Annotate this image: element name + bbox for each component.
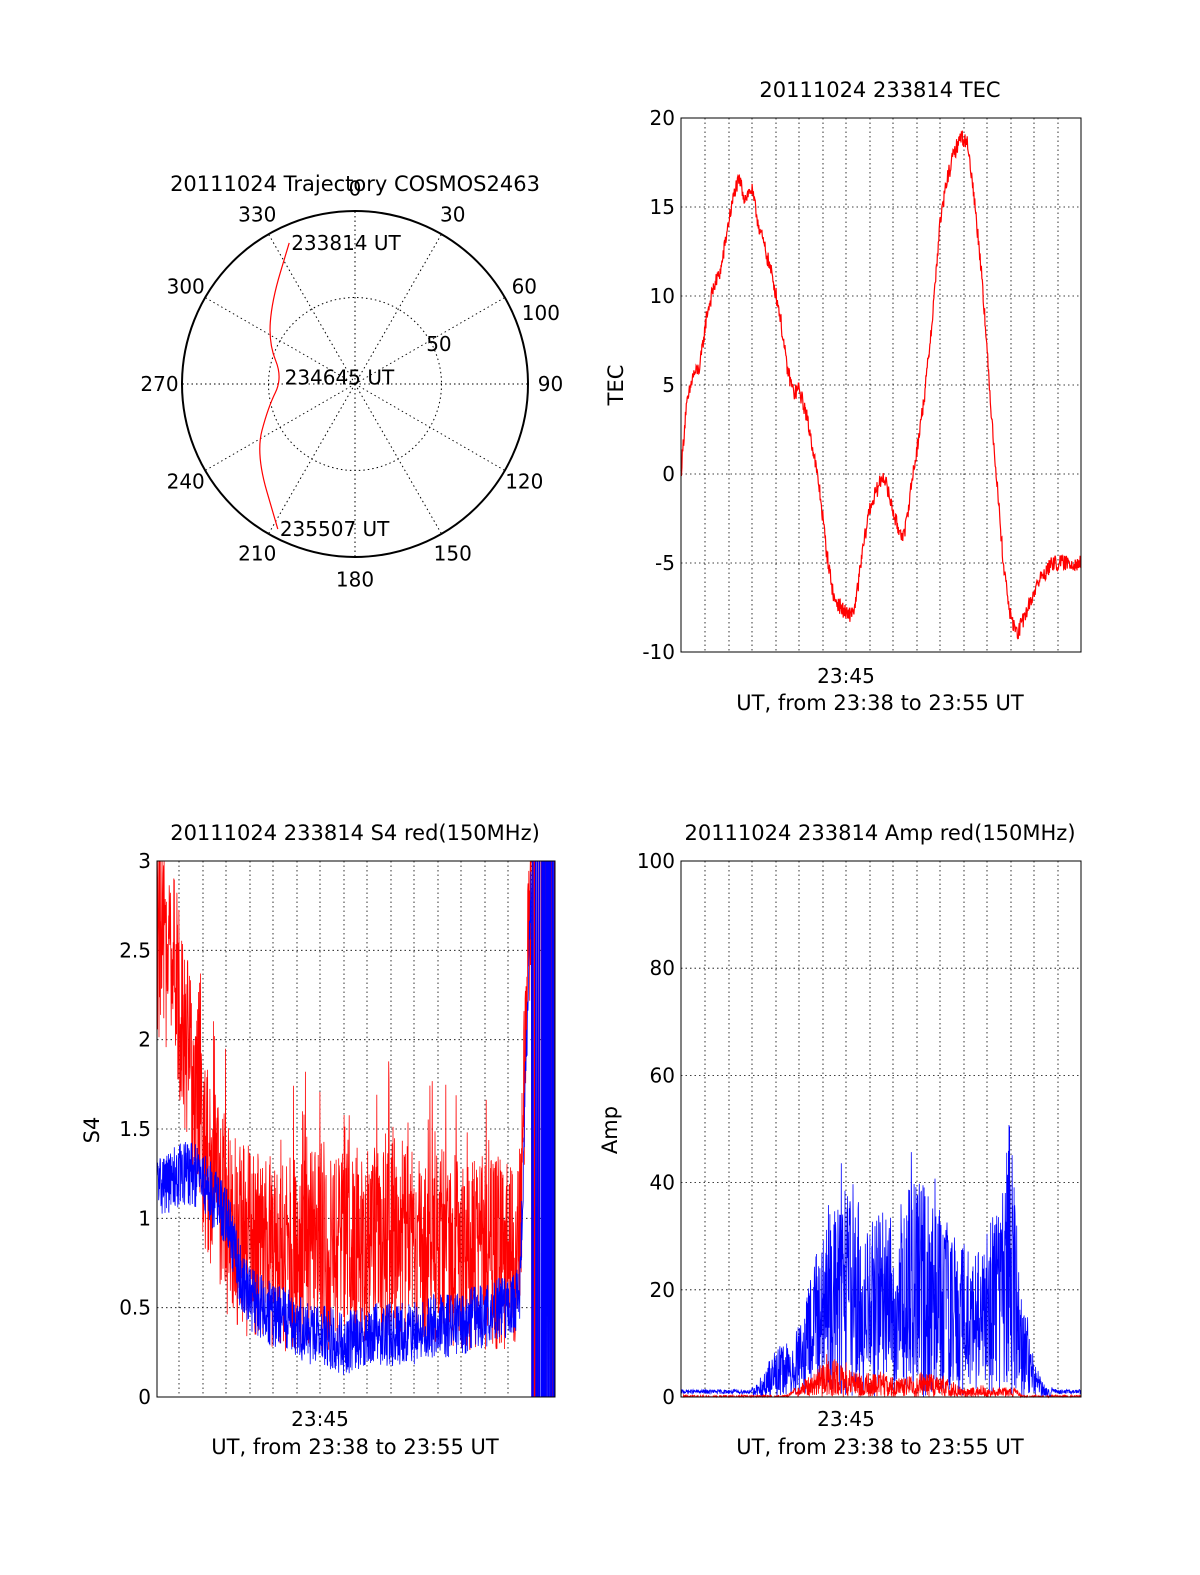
polar-outer-circle	[181, 210, 529, 558]
polar-grid-spoke	[268, 233, 356, 385]
tec-title: 20111024 233814 TEC	[759, 78, 1000, 102]
polar-angle-tick-label: 30	[440, 203, 465, 227]
polar-angle-tick-label: 90	[538, 372, 563, 396]
s4-panel: 20111024 233814 S4 red(150MHz) 0 0.5 1 1.5 2…	[80, 821, 556, 1459]
polar-radial-tick-label: 100	[522, 301, 560, 325]
y-tick-label: 0	[662, 462, 675, 486]
polar-grid-spoke	[354, 297, 506, 385]
s4-title: 20111024 233814 S4 red(150MHz)	[170, 821, 540, 845]
polar-angle-tick-label: 0	[349, 177, 362, 201]
polar-trajectory-line	[259, 242, 290, 530]
polar-angle-tick-label: 300	[167, 274, 205, 298]
polar-angle-tick-label: 150	[434, 541, 472, 565]
y-tick-label: 1	[138, 1206, 151, 1230]
s4-x-axis-label: UT, from 23:38 to 23:55 UT	[211, 1435, 499, 1459]
polar-grid-spoke	[354, 383, 442, 535]
series-line	[680, 130, 1082, 640]
y-tick-label: 60	[650, 1063, 675, 1087]
amp-panel: 20111024 233814 Amp red(150MHz) 0 20 40 60 8…	[598, 821, 1082, 1459]
y-tick-label: 3	[138, 849, 151, 873]
s4-y-axis-label: S4	[80, 1117, 104, 1144]
tec-plot-frame	[680, 117, 1082, 653]
polar-angle-tick-label: 210	[238, 541, 276, 565]
polar-grid-spoke	[354, 233, 442, 385]
y-tick-label: 40	[650, 1171, 675, 1195]
y-tick-label: 20	[650, 1278, 675, 1302]
tec-x-axis-label: UT, from 23:38 to 23:55 UT	[736, 691, 1024, 715]
y-tick-label: 1.5	[119, 1117, 151, 1141]
y-tick-label: 0.5	[119, 1296, 151, 1320]
y-tick-label: 0	[662, 1385, 675, 1409]
y-tick-label: -5	[655, 551, 675, 575]
y-tick-label: 5	[662, 373, 675, 397]
polar-angle-tick-label: 180	[336, 567, 374, 591]
amp-x-axis-label: UT, from 23:38 to 23:55 UT	[736, 1435, 1024, 1459]
polar-angle-tick-label: 120	[505, 470, 543, 494]
tec-y-axis-label: TEC	[604, 365, 628, 407]
series-line	[156, 860, 556, 1398]
amp-xtick-label: 23:45	[817, 1407, 875, 1431]
polar-angle-tick-label: 60	[512, 274, 537, 298]
amp-title: 20111024 233814 Amp red(150MHz)	[684, 821, 1075, 845]
polar-title: 20111024 Trajectory COSMOS2463	[170, 172, 540, 196]
polar-grid-spoke	[354, 383, 506, 471]
polar-angle-tick-label: 330	[238, 203, 276, 227]
y-tick-label: 100	[637, 849, 675, 873]
polar-angle-tick-label: 240	[167, 470, 205, 494]
polar-trajectory-panel: 20111024 Trajectory COSMOS2463 0 30 60 90 12…	[140, 172, 563, 591]
y-tick-label: 0	[138, 1385, 151, 1409]
polar-angle-tick-label: 270	[140, 372, 178, 396]
s4-plot-frame	[156, 860, 556, 1398]
amp-y-axis-label: Amp	[598, 1106, 622, 1154]
y-tick-label: 2.5	[119, 938, 151, 962]
amp-plot-frame	[680, 860, 1082, 1398]
series-line	[680, 1354, 1082, 1399]
s4-xtick-label: 23:45	[291, 1407, 349, 1431]
polar-grid-spoke	[268, 383, 356, 535]
y-tick-label: -10	[642, 640, 675, 664]
series-line	[156, 860, 555, 1398]
polar-radial-tick-label: 50	[426, 332, 451, 356]
y-tick-label: 20	[650, 106, 675, 130]
series-line	[680, 1124, 1082, 1398]
polar-grid-spoke	[204, 383, 356, 471]
polar-time-annotation: 233814 UT	[291, 231, 401, 255]
y-tick-label: 2	[138, 1028, 151, 1052]
y-tick-label: 10	[650, 284, 675, 308]
polar-time-annotation: 234645 UT	[285, 366, 395, 390]
polar-time-annotation: 235507 UT	[280, 517, 390, 541]
y-tick-label: 80	[650, 956, 675, 980]
tec-xtick-label: 23:45	[817, 664, 875, 688]
y-tick-label: 15	[650, 195, 675, 219]
polar-grid-spoke	[204, 297, 356, 385]
